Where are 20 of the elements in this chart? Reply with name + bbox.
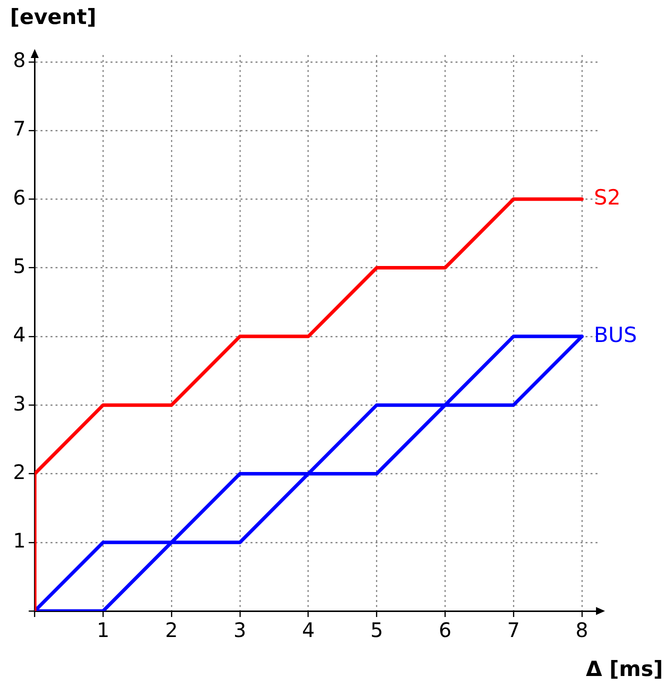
x-tick-label: 7 (507, 618, 520, 642)
x-tick-label: 4 (302, 618, 315, 642)
x-tick-label: 6 (438, 618, 452, 642)
y-tick-label: 2 (12, 460, 26, 484)
y-tick-label: 4 (12, 322, 26, 347)
x-tick-label: 8 (576, 618, 588, 642)
series-label: BUS (594, 322, 638, 347)
x-axis-title: Δ [ms] (586, 656, 663, 681)
x-tick-label: 1 (96, 618, 110, 642)
y-tick-label: 3 (12, 391, 26, 416)
x-tick-label: 5 (370, 618, 384, 642)
series-label: S2 (594, 186, 621, 210)
x-tick-label: 2 (165, 618, 178, 642)
y-tick-label: 8 (12, 48, 26, 72)
y-tick-label: 7 (12, 116, 26, 141)
y-tick-label: 5 (12, 254, 26, 278)
y-tick-label: 1 (12, 528, 26, 553)
y-tick-label: 6 (12, 185, 26, 210)
y-axis-title: [event] (10, 4, 96, 29)
x-tick-label: 3 (234, 618, 246, 642)
